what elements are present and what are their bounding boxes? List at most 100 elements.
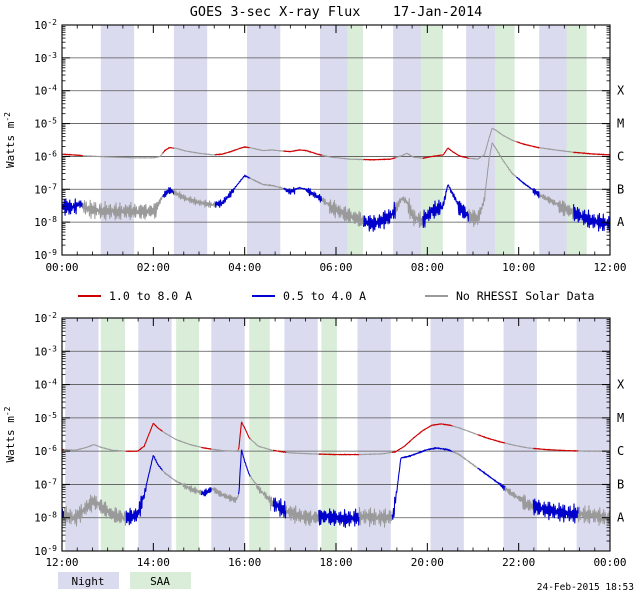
region-legend: Night SAA 24-Feb-2015 18:53 — [58, 572, 634, 593]
y-tick-label: 10-4 — [34, 378, 57, 392]
y-tick-label: 10-5 — [34, 411, 57, 425]
flux-curve-nodata-segment — [539, 146, 574, 153]
x-tick-label: 12:00 — [45, 556, 78, 569]
flux-curve-nodata-segment — [452, 425, 478, 436]
flux-curve-nodata-segment — [358, 451, 393, 456]
y-tick-label: 10-2 — [34, 311, 57, 325]
night-band — [173, 25, 208, 255]
flux-curve-short — [391, 447, 453, 520]
flux-curve-short — [162, 186, 175, 198]
y-tick-label: 10-3 — [34, 344, 57, 358]
flux-curve-long — [283, 149, 323, 156]
flux-curve-nodata-segment — [82, 195, 163, 221]
flux-curve-nodata-segment — [285, 451, 320, 455]
night-band — [138, 318, 172, 551]
flux-curve-nodata-segment — [539, 191, 575, 220]
flux-curve-long — [573, 151, 611, 156]
flux-curve-nodata-segment — [162, 469, 202, 496]
flux-curve-nodata-segment — [250, 476, 274, 511]
flux-curve-short — [362, 201, 397, 232]
flux-curve-nodata-segment — [82, 153, 163, 159]
flux-curve-nodata-segment — [249, 177, 284, 190]
flux-curve-short — [200, 486, 213, 497]
x-tick-label: 08:00 — [411, 261, 444, 274]
saa-band — [420, 25, 443, 255]
flux-curve-long — [237, 421, 251, 450]
flux-curve-short — [272, 497, 287, 519]
flux-curve-long — [214, 146, 250, 156]
flux-panel-top: 00:00 02:00 04:00 06:00 08:00 10:00 12:00 10-2 1… — [3, 18, 627, 274]
flux-curve-nodata-segment — [468, 142, 517, 228]
flux-curve-short — [515, 176, 541, 199]
flux-curve-short — [283, 186, 323, 203]
saa-band — [176, 318, 199, 551]
x-tick-label: 22:00 — [502, 556, 535, 569]
flux-curve-nodata-segment — [249, 147, 284, 152]
y-tick-label: 10-7 — [34, 182, 57, 196]
x-tick-label: 06:00 — [319, 261, 352, 274]
flux-curve-long — [363, 157, 396, 161]
x-tick-label: 12:00 — [593, 261, 626, 274]
flux-curve-nodata-segment — [321, 154, 364, 161]
series-legend: 1.0 to 8.0 A 0.5 to 4.0 A No RHESSI Sola… — [78, 289, 594, 303]
y-tick-label: 10-3 — [34, 51, 57, 65]
flux-curve-nodata-segment — [173, 147, 216, 156]
flux-curve-short — [214, 174, 251, 208]
short-channel-legend-label: 0.5 to 4.0 A — [283, 289, 366, 303]
x-tick-label: 00:00 — [593, 556, 626, 569]
y-axis-title: Watts m-2 — [3, 112, 17, 168]
saa-legend-swatch — [130, 572, 191, 589]
flux-class-label: A — [617, 511, 625, 525]
flux-class-label: C — [617, 149, 624, 163]
saa-band — [249, 318, 270, 551]
flux-curve-short — [532, 498, 579, 524]
flux-curve-nodata-segment — [250, 438, 274, 451]
flux-class-label: X — [617, 84, 625, 98]
flux-curve-nodata-segment — [395, 152, 424, 159]
x-tick-label: 10:00 — [502, 261, 535, 274]
flux-curve-short — [318, 508, 360, 528]
y-tick-label: 10-2 — [34, 18, 57, 32]
saa-band — [494, 25, 515, 255]
saa-legend-label: SAA — [150, 575, 170, 588]
flux-curve-long — [422, 147, 470, 159]
saa-band — [347, 25, 363, 255]
flux-class-label: B — [617, 477, 624, 491]
long-channel-legend-label: 1.0 to 8.0 A — [109, 289, 192, 303]
flux-class-label: M — [617, 411, 624, 425]
flux-class-label: M — [617, 117, 624, 131]
y-tick-label: 10-6 — [34, 444, 57, 458]
saa-band — [566, 25, 587, 255]
flux-curve-long — [391, 423, 453, 453]
night-band — [246, 25, 281, 255]
y-tick-label: 10-4 — [34, 84, 57, 98]
flux-curve-nodata-segment — [504, 487, 534, 511]
flux-curve-nodata-segment — [321, 197, 364, 227]
y-tick-label: 10-8 — [34, 511, 57, 525]
flux-curve-long — [318, 453, 360, 456]
flux-curve-nodata-segment — [358, 506, 393, 528]
y-tick-label: 10-7 — [34, 477, 57, 491]
flux-curve-short — [422, 184, 470, 229]
flux-class-label: C — [617, 444, 624, 458]
y-axis-title: Watts m-2 — [3, 406, 17, 462]
night-legend-swatch — [58, 572, 119, 589]
y-tick-label: 10-6 — [34, 149, 57, 163]
plot-generated-timestamp: 24-Feb-2015 18:53 — [537, 582, 634, 593]
y-tick-label: 10-8 — [34, 215, 57, 229]
flux-curve-nodata-segment — [162, 430, 202, 448]
flux-curve-long — [162, 146, 175, 154]
night-band — [211, 318, 245, 551]
flux-curve-nodata-segment — [395, 196, 424, 228]
y-tick-label: 10-9 — [34, 248, 57, 262]
flux-curve-nodata-segment — [63, 494, 127, 527]
x-tick-label: 02:00 — [137, 261, 170, 274]
flux-curve-nodata-segment — [63, 444, 127, 452]
flux-curve-nodata-segment — [211, 448, 239, 452]
saa-band — [321, 318, 337, 551]
flux-curve-nodata-segment — [468, 127, 517, 160]
chart-title: GOES 3-sec X-ray Flux 17-Jan-2014 — [190, 4, 483, 20]
flux-curve-short — [477, 467, 506, 491]
